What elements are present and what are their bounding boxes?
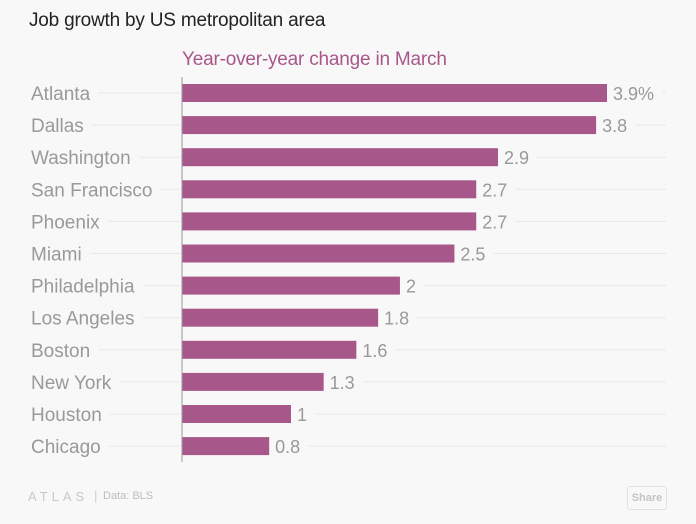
category-label: Dallas — [31, 116, 84, 137]
bar — [182, 116, 597, 135]
category-label: Atlanta — [31, 84, 91, 105]
category-label: New York — [31, 373, 112, 394]
bar — [182, 244, 455, 263]
category-label: San Francisco — [31, 180, 152, 201]
footer-separator: | — [94, 488, 98, 503]
bar — [182, 340, 357, 359]
value-label: 2.7 — [482, 180, 507, 200]
value-label: 2.7 — [482, 212, 507, 232]
value-label: 0.8 — [275, 437, 300, 457]
chart-title: Job growth by US metropolitan area — [29, 10, 326, 31]
category-label: Phoenix — [31, 212, 100, 233]
category-label: Washington — [31, 148, 131, 169]
bar — [182, 372, 324, 391]
category-label: Boston — [31, 341, 90, 362]
bar — [182, 308, 379, 327]
value-label: 1.8 — [384, 309, 409, 329]
value-label: 3.8 — [602, 116, 627, 136]
category-label: Los Angeles — [31, 309, 135, 330]
value-label: 1.3 — [330, 373, 355, 393]
category-label: Houston — [31, 405, 102, 426]
chart-subtitle: Year-over-year change in March — [182, 49, 447, 70]
value-label: 2 — [406, 277, 416, 297]
value-label: 1.6 — [362, 341, 387, 361]
category-label: Chicago — [31, 437, 101, 458]
bar — [182, 84, 607, 102]
bar — [182, 180, 477, 199]
atlas-logo: ATLAS — [28, 489, 89, 504]
value-label: 2.9 — [504, 148, 529, 168]
share-button[interactable]: Share — [627, 486, 667, 510]
value-label: 1 — [297, 405, 307, 425]
category-label: Miami — [31, 245, 82, 266]
bar — [182, 148, 499, 167]
data-source: Data: BLS — [103, 490, 154, 502]
category-label: Philadelphia — [31, 277, 135, 298]
bar — [182, 405, 291, 423]
value-label: 2.5 — [460, 245, 485, 265]
bar — [182, 437, 270, 456]
bar — [182, 212, 477, 231]
bar — [182, 276, 400, 295]
value-label: 3.9% — [613, 84, 654, 104]
